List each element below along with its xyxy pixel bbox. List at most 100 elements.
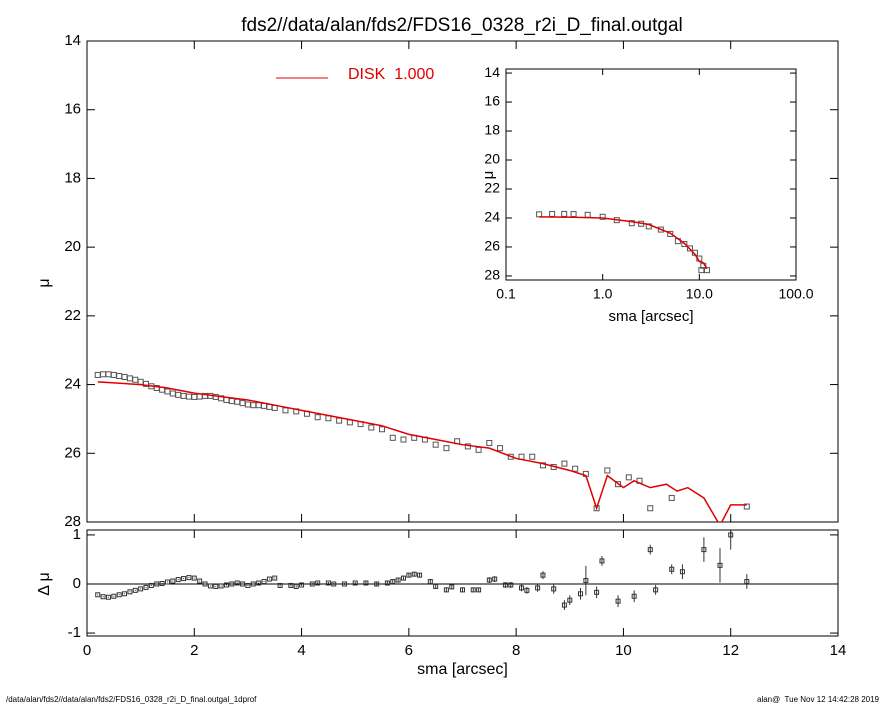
residual-point bbox=[181, 576, 187, 582]
y-tick-label: 18 bbox=[64, 169, 81, 186]
residual-point bbox=[599, 558, 605, 564]
data-point bbox=[698, 267, 705, 274]
residual-point bbox=[427, 579, 433, 585]
residual-point bbox=[583, 578, 589, 584]
residual-point bbox=[197, 578, 203, 584]
data-point bbox=[180, 392, 187, 399]
data-point bbox=[432, 441, 439, 448]
data-point bbox=[539, 462, 546, 469]
data-point bbox=[185, 393, 192, 400]
y-tick-label: 24 bbox=[64, 376, 81, 393]
data-point bbox=[368, 424, 375, 431]
residual-point bbox=[116, 592, 122, 598]
y-tick-label: 26 bbox=[484, 238, 500, 254]
footer-right: alan@ Tue Nov 12 14:42:28 2019 bbox=[757, 695, 880, 704]
x-axis-label: sma [arcsec] bbox=[608, 308, 693, 325]
legend-label: DISK 1.000 bbox=[348, 66, 434, 83]
residual-point bbox=[508, 582, 514, 588]
residual-point bbox=[679, 569, 685, 575]
y-tick-label: 18 bbox=[484, 122, 500, 138]
residual-point bbox=[143, 584, 149, 590]
residual-point bbox=[299, 582, 305, 588]
residual-point bbox=[288, 582, 294, 588]
residual-point bbox=[615, 598, 621, 604]
data-point bbox=[132, 376, 139, 383]
data-point bbox=[389, 434, 396, 441]
residual-point bbox=[164, 579, 170, 585]
residual-point bbox=[159, 580, 165, 586]
residual-point bbox=[240, 581, 246, 587]
y-tick-label: 14 bbox=[64, 32, 81, 49]
data-point bbox=[169, 390, 176, 397]
data-point bbox=[647, 505, 654, 512]
y-axis-label: μ bbox=[480, 171, 497, 180]
residual-point bbox=[234, 580, 240, 586]
residual-point bbox=[229, 581, 235, 587]
residual-point bbox=[223, 582, 229, 588]
residual-point bbox=[170, 578, 176, 584]
data-point bbox=[314, 414, 321, 421]
residual-point bbox=[127, 589, 133, 595]
data-point bbox=[175, 391, 182, 398]
data-point bbox=[105, 371, 112, 378]
data-point bbox=[282, 407, 289, 414]
residual-point bbox=[701, 547, 707, 553]
x-tick-label: 100.0 bbox=[778, 286, 813, 302]
residual-point bbox=[374, 581, 380, 587]
data-point bbox=[686, 245, 693, 252]
data-point bbox=[615, 481, 622, 488]
data-point bbox=[100, 371, 107, 378]
residual-point bbox=[245, 582, 251, 588]
residual-point bbox=[191, 575, 197, 581]
residual-point bbox=[669, 566, 675, 572]
residual-point bbox=[717, 562, 723, 568]
data-point bbox=[110, 371, 117, 378]
y-tick-label: 22 bbox=[64, 307, 81, 324]
x-tick-label: 8 bbox=[512, 642, 520, 659]
data-point bbox=[164, 388, 171, 395]
data-point bbox=[657, 226, 664, 233]
data-point bbox=[604, 467, 611, 474]
model-line bbox=[97, 381, 747, 522]
data-point bbox=[94, 371, 101, 378]
residual-point bbox=[384, 580, 390, 586]
residual-point bbox=[111, 593, 117, 599]
residual-point bbox=[266, 576, 272, 582]
plot-frame bbox=[86, 529, 839, 637]
residual-point bbox=[631, 593, 637, 599]
y-tick-label: 0 bbox=[73, 575, 81, 592]
residual-point bbox=[653, 587, 659, 593]
residual-point bbox=[186, 575, 192, 581]
data-point bbox=[572, 465, 579, 472]
residual-point bbox=[218, 583, 224, 589]
residual-point bbox=[400, 575, 406, 581]
data-point bbox=[234, 398, 241, 405]
residual-point bbox=[148, 582, 154, 588]
y-axis-label: μ bbox=[36, 278, 53, 287]
residual-point bbox=[175, 577, 181, 583]
data-point bbox=[570, 211, 577, 218]
residual-point bbox=[256, 580, 262, 586]
x-tick-label: 0 bbox=[83, 642, 91, 659]
residual-point bbox=[443, 587, 449, 593]
y-tick-label: 16 bbox=[484, 93, 500, 109]
chart-title: fds2//data/alan/fds2/FDS16_0328_r2i_D_fi… bbox=[241, 15, 683, 36]
x-tick-label: 6 bbox=[405, 642, 413, 659]
plot-frame bbox=[86, 40, 839, 523]
residual-point bbox=[363, 580, 369, 586]
residual-point bbox=[261, 579, 267, 585]
data-point bbox=[255, 402, 262, 409]
data-point bbox=[584, 211, 591, 218]
plot-frame bbox=[505, 68, 797, 281]
residual-point bbox=[535, 585, 541, 591]
residual-point bbox=[744, 579, 750, 585]
residual-point bbox=[524, 587, 530, 593]
data-point bbox=[667, 230, 674, 237]
residual-point bbox=[519, 585, 525, 591]
residual-point bbox=[647, 547, 653, 553]
residual-point bbox=[122, 591, 128, 597]
data-point bbox=[743, 503, 750, 510]
residual-point bbox=[567, 597, 573, 603]
residual-point bbox=[551, 586, 557, 592]
data-point bbox=[593, 505, 600, 512]
